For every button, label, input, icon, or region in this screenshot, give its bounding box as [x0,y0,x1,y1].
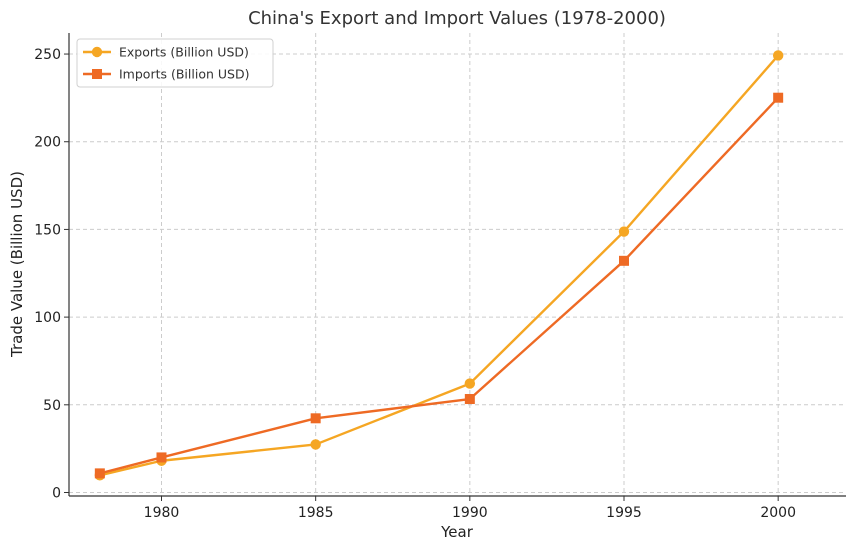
grid [69,33,846,496]
legend-marker [91,46,103,58]
data-point-exports [310,439,321,450]
data-point-imports [156,452,167,463]
data-point-imports [94,468,105,479]
data-point-imports [773,92,784,103]
series [94,50,784,481]
x-tick-label: 1985 [298,505,334,521]
x-tick-label: 2000 [760,505,796,521]
y-tick-label: 0 [52,485,61,501]
legend: Exports (Billion USD) Imports (Billion US… [76,38,274,88]
x-tick-label: 1995 [606,505,642,521]
data-point-imports [464,394,475,405]
ticks: 1980 1985 1990 1995 2000 0 50 100 150 200 250 [34,47,796,521]
data-point-imports [619,255,629,266]
data-point-exports [772,50,784,61]
legend-label: Exports (Billion USD) [119,45,249,60]
x-tick-label: 1980 [144,505,180,521]
x-tick-label: 1990 [452,505,488,521]
chart-title: China's Export and Import Values (1978-2… [248,8,666,29]
y-tick-label: 200 [34,135,61,151]
legend-marker [92,69,102,79]
y-tick-label: 250 [34,47,61,63]
data-point-imports [310,413,321,424]
series-line-exports [99,54,780,477]
legend-label: Imports (Billion USD) [119,67,249,82]
x-axis-label: Year [440,523,474,541]
axes [68,33,846,497]
y-tick-label: 100 [34,310,61,326]
data-point-exports [618,226,630,237]
y-tick-label: 150 [34,222,61,238]
y-axis-label: Trade Value (Billion USD) [8,171,26,358]
legend-box [76,38,274,88]
data-point-exports [464,378,476,389]
series-line-imports [99,96,780,475]
y-tick-label: 50 [43,398,61,414]
